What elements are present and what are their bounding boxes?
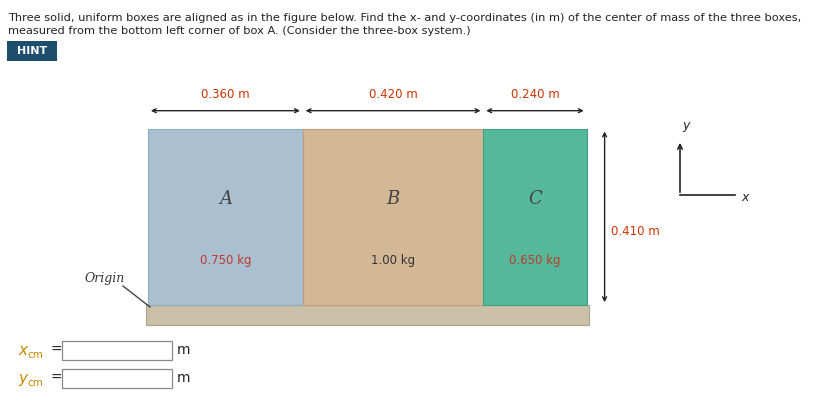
Text: C: C <box>528 190 542 208</box>
Text: cm: cm <box>27 378 43 388</box>
Text: =: = <box>50 371 61 385</box>
Text: cm: cm <box>27 350 43 360</box>
Text: 0.750 kg: 0.750 kg <box>200 254 251 268</box>
FancyBboxPatch shape <box>7 41 57 61</box>
Text: A: A <box>219 190 232 208</box>
Text: 0.420 m: 0.420 m <box>368 88 418 101</box>
Text: 0.410 m: 0.410 m <box>611 225 659 238</box>
Bar <box>62 341 172 360</box>
Bar <box>62 369 172 388</box>
Bar <box>483 129 586 305</box>
Text: measured from the bottom left corner of box A. (Consider the three-box system.): measured from the bottom left corner of … <box>8 26 471 36</box>
Bar <box>148 129 303 305</box>
Text: HINT: HINT <box>17 46 47 56</box>
Text: x: x <box>741 191 748 203</box>
Text: 0.650 kg: 0.650 kg <box>509 254 560 268</box>
Text: x: x <box>18 342 27 358</box>
Text: m: m <box>177 343 190 357</box>
Text: Three solid, uniform boxes are aligned as in the figure below. Find the x- and y: Three solid, uniform boxes are aligned a… <box>8 13 801 23</box>
Bar <box>303 129 483 305</box>
Text: 0.360 m: 0.360 m <box>201 88 250 101</box>
Text: 1.00 kg: 1.00 kg <box>371 254 415 268</box>
Text: B: B <box>387 190 399 208</box>
Text: m: m <box>177 371 190 385</box>
Text: y: y <box>682 119 690 132</box>
Bar <box>146 305 589 325</box>
Text: 0.240 m: 0.240 m <box>511 88 560 101</box>
Text: Origin: Origin <box>85 272 125 284</box>
Text: =: = <box>50 343 61 357</box>
Text: y: y <box>18 370 27 386</box>
